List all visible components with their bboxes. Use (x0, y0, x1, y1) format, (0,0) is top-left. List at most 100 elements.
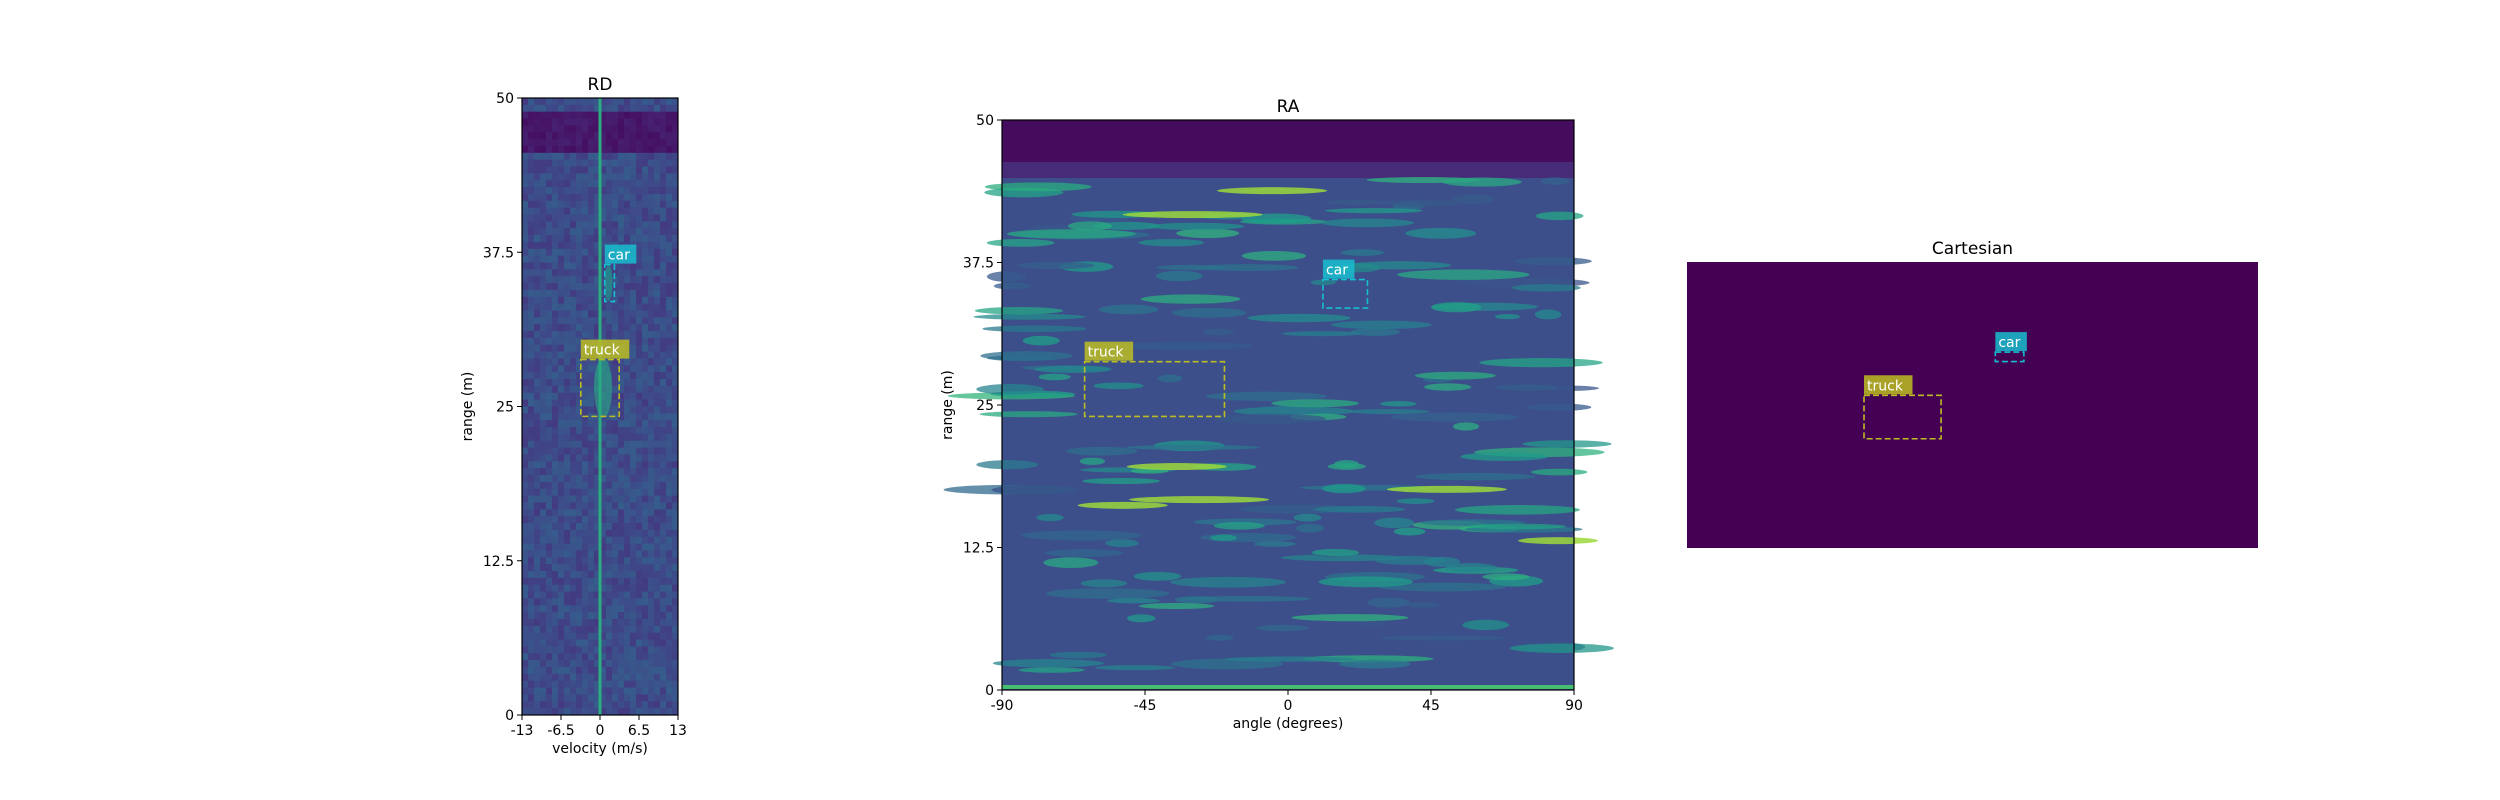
rd-heat-cell (582, 694, 589, 702)
rd-heat-cell (612, 269, 619, 277)
rd-heat-cell (672, 392, 679, 401)
rd-heat-cell (648, 331, 655, 339)
rd-heat-cell (522, 132, 529, 140)
rd-heat-cell (642, 680, 649, 689)
rd-heat-cell (642, 166, 649, 174)
rd-heat-cell (528, 248, 535, 257)
rd-heat-cell (600, 173, 607, 181)
ra-y-tick-label: 50 (976, 113, 994, 129)
rd-heat-cell (552, 564, 559, 572)
rd-heat-cell (534, 283, 541, 291)
rd-heat-cell (642, 344, 649, 353)
rd-heat-cell (534, 98, 541, 106)
rd-heat-cell (558, 214, 565, 222)
rd-heat-cell (618, 406, 625, 414)
rd-heat-cell (624, 447, 631, 455)
rd-heat-cell (654, 317, 661, 325)
rd-heat-cell (660, 365, 667, 373)
rd-heat-cell (540, 139, 547, 147)
ca-boxes-truck-label: truck (1867, 378, 1904, 394)
rd-heat-cell (528, 571, 535, 579)
rd-heat-cell (546, 701, 553, 709)
ra-streak (1280, 554, 1404, 562)
rd-heat-cell (624, 523, 631, 531)
rd-heat-cell (546, 289, 553, 298)
rd-heat-cell (624, 379, 631, 387)
rd-heat-cell (612, 701, 619, 709)
rd-heat-cell (522, 166, 529, 174)
rd-heat-cell (522, 598, 529, 606)
rd-heat-cell (522, 317, 529, 325)
rd-heat-cell (642, 152, 649, 161)
rd-heat-cell (660, 454, 667, 462)
rd-heat-cell (594, 420, 601, 428)
rd-heat-cell (528, 461, 535, 469)
rd-heat-cell (546, 283, 553, 291)
rd-heat-cell (672, 557, 679, 565)
ra-streak (1390, 412, 1519, 422)
rd-heat-cell (660, 550, 667, 558)
rd-heat-cell (636, 708, 643, 716)
rd-heat-cell (654, 118, 661, 126)
ra-streak (1043, 557, 1099, 568)
rd-heat-cell (540, 296, 547, 305)
rd-heat-cell (660, 351, 667, 360)
ra-streak (1367, 597, 1411, 608)
rd-heat-cell (612, 612, 619, 620)
rd-heat-cell (672, 591, 679, 599)
rd-heat-cell (654, 619, 661, 627)
rd-heat-cell (606, 132, 613, 140)
rd-heat-cell (648, 152, 655, 161)
rd-heat-cell (672, 303, 679, 312)
rd-heat-cell (654, 667, 661, 675)
rd-heat-cell (594, 324, 601, 332)
rd-heat-cell (594, 200, 601, 209)
rd-heat-cell (588, 667, 595, 675)
rd-heat-cell (528, 200, 535, 209)
rd-heat-cell (588, 639, 595, 647)
rd-heat-cell (564, 529, 571, 538)
rd-heat-cell (612, 509, 619, 517)
rd-heat-cell (522, 104, 529, 113)
rd-heat-cell (666, 166, 673, 174)
rd-heat-cell (576, 625, 583, 634)
rd-heat-cell (546, 344, 553, 353)
rd-heat-cell (546, 358, 553, 366)
rd-heat-cell (648, 481, 655, 490)
rd-heat-cell (534, 708, 541, 716)
rd-heat-cell (534, 337, 541, 346)
rd-heat-cell (606, 111, 613, 120)
rd-heat-cell (660, 701, 667, 709)
rd-heat-cell (624, 180, 631, 188)
rd-heat-cell (612, 523, 619, 531)
rd-heat-cell (582, 557, 589, 565)
rd-heat-cell (564, 502, 571, 510)
rd-heat-cell (642, 420, 649, 428)
rd-heat-cell (534, 118, 541, 126)
rd-y-tick-label: 37.5 (483, 245, 514, 261)
rd-heat-cell (528, 433, 535, 442)
rd-heat-cell (630, 433, 637, 442)
rd-heat-cell (528, 111, 535, 120)
ra-streak (974, 306, 1064, 315)
rd-heat-cell (528, 625, 535, 634)
rd-heat-cell (594, 125, 601, 133)
rd-heat-cell (570, 207, 577, 216)
rd-heat-cell (534, 591, 541, 599)
rd-heat-cell (570, 358, 577, 366)
rd-heat-cell (642, 310, 649, 318)
rd-heat-cell (546, 207, 553, 216)
rd-heat-cell (660, 577, 667, 586)
rd-heat-cell (618, 399, 625, 407)
rd-heat-cell (666, 125, 673, 133)
rd-heat-cell (672, 379, 679, 387)
rd-heat-cell (660, 571, 667, 579)
rd-heat-cell (534, 331, 541, 339)
rd-heat-cell (576, 440, 583, 449)
rd-heat-cell (630, 605, 637, 613)
rd-heat-cell (564, 653, 571, 661)
ra-streak (1171, 307, 1247, 318)
rd-heat-cell (576, 166, 583, 174)
